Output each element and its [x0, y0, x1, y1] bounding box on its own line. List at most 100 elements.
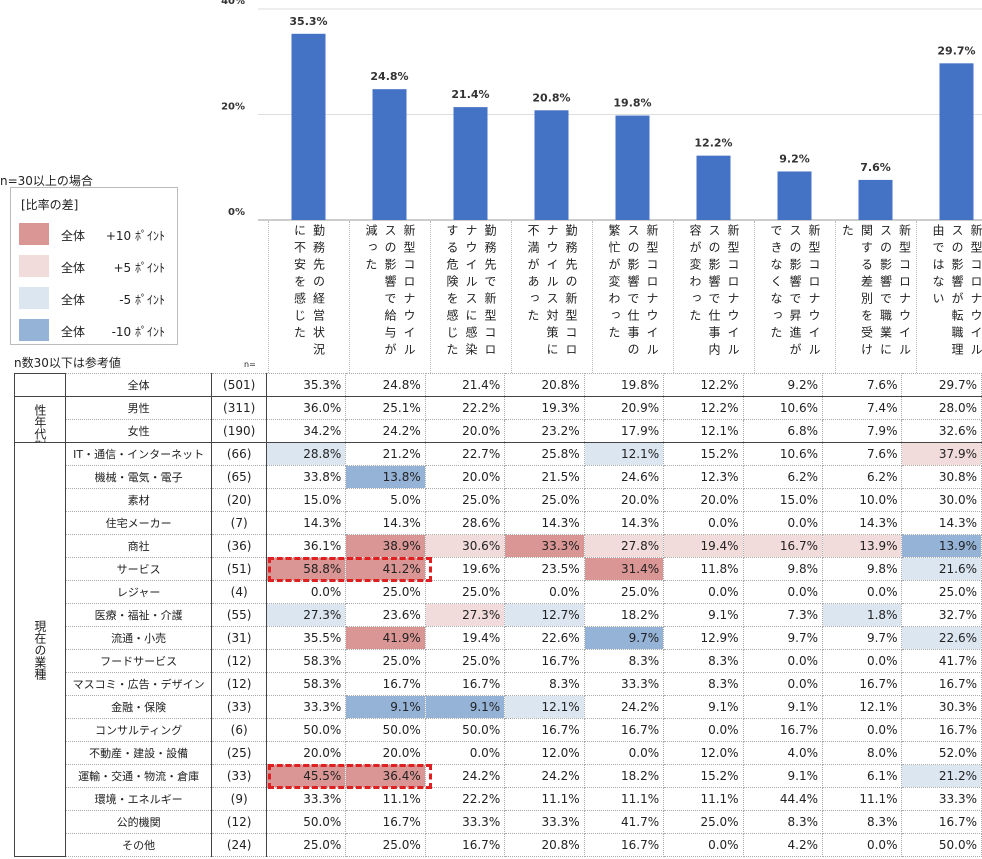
- table-cell: 33.3%: [265, 787, 347, 811]
- table-cell: 20.8%: [504, 833, 585, 857]
- table-cell: 11.1%: [504, 787, 585, 811]
- group-cell: 現在の業種: [14, 442, 66, 857]
- table-row: 性年代別 男性 (311) 36.0% 25.1% 22.2% 19.3% 20.9% 12.2…: [14, 396, 982, 443]
- row-n: (12): [211, 649, 267, 673]
- table-cell: 41.7%: [901, 649, 982, 673]
- table-cell: 20.0%: [265, 741, 347, 765]
- column-separator: [430, 221, 431, 373]
- table-cell: 24.2%: [504, 764, 585, 788]
- table-cell: 12.0%: [663, 741, 744, 765]
- table-cell: 9.1%: [742, 695, 824, 719]
- table-cell: 25.0%: [345, 580, 426, 604]
- bar: [615, 115, 650, 220]
- table-cell: 19.8%: [583, 373, 665, 397]
- table-cell: 50.0%: [901, 833, 982, 857]
- table-cell: 32.7%: [901, 603, 982, 627]
- row-n: (9): [211, 787, 267, 811]
- value-label: 35.3%: [289, 15, 327, 28]
- column-header-text: 新型コロナウイルスの影響で昇進ができなくなった: [769, 224, 821, 360]
- table-cell: 20.0%: [424, 419, 506, 443]
- column-header-text: 勤務先の経営状況に不安を感じた: [292, 224, 326, 360]
- legend-swatch: [19, 319, 49, 341]
- table-cell: 19.4%: [424, 626, 506, 650]
- table-cell: 0.0%: [265, 580, 347, 604]
- note: n数30以下は参考値: [14, 356, 121, 370]
- table-cell: 16.7%: [742, 534, 824, 558]
- table-cell: 35.5%: [265, 626, 347, 650]
- bar: [777, 171, 812, 220]
- table-row: 公的機関 (12) 50.0% 16.7% 33.3% 33.3% 41.7% 25.0% 8.…: [15, 810, 982, 834]
- table-cell: 0.0%: [583, 741, 665, 765]
- table-cell: 25.0%: [901, 580, 982, 604]
- table-cell: 15.2%: [663, 764, 744, 788]
- table-cell: 12.1%: [822, 695, 903, 719]
- table-cell: 50.0%: [424, 718, 506, 742]
- table-cell: 21.5%: [504, 465, 585, 489]
- table-cell: 8.3%: [742, 810, 824, 834]
- table-cell: 7.3%: [742, 603, 824, 627]
- legend-heading: [比率の差]: [21, 198, 79, 212]
- table-cell: 10.6%: [742, 396, 824, 420]
- table-cell: 20.0%: [345, 741, 426, 765]
- table-cell: 13.8%: [345, 465, 426, 489]
- row-label: 公的機関: [64, 810, 213, 834]
- row-label: 男性: [64, 396, 213, 420]
- table-cell: 15.0%: [265, 488, 347, 512]
- table-cell: 9.7%: [583, 626, 665, 650]
- table-cell: 32.6%: [901, 419, 982, 443]
- value-label: 20.8%: [532, 91, 570, 104]
- table-cell: 12.1%: [583, 442, 665, 466]
- table-cell: 41.2%: [345, 557, 426, 581]
- row-n: (7): [211, 511, 267, 535]
- table-cell: 52.0%: [901, 741, 982, 765]
- row-label: 不動産・建設・設備: [64, 741, 213, 765]
- column-header: 新型コロナウイルスの影響で仕事内容が変わった: [673, 224, 754, 368]
- table-row: 全体 (501) 35.3% 24.8% 21.4% 20.8% 19.8% 12.2% 9.2…: [14, 373, 982, 397]
- column-separator: [835, 221, 836, 373]
- table-cell: 16.7%: [742, 718, 824, 742]
- legend-item: 全体 -10 ﾎﾟｲﾝﾄ: [19, 319, 169, 341]
- table-cell: 50.0%: [265, 810, 347, 834]
- table-cell: 8.3%: [822, 810, 903, 834]
- row-label: その他: [64, 833, 213, 857]
- legend-label: -5 ﾎﾟｲﾝﾄ: [119, 293, 165, 307]
- table-cell: 8.3%: [583, 649, 665, 673]
- row-n: (33): [211, 695, 267, 719]
- table-cell: 6.2%: [822, 465, 903, 489]
- y-tick-label: 40%: [221, 0, 245, 7]
- row-n: (66): [211, 442, 267, 466]
- table-cell: 9.1%: [742, 764, 824, 788]
- table-row: 環境・エネルギー (9) 33.3% 11.1% 22.2% 11.1% 11.1% 11.1…: [15, 787, 982, 811]
- legend-swatch: [19, 255, 49, 277]
- table-cell: 13.9%: [822, 534, 903, 558]
- table-cell: 50.0%: [265, 718, 347, 742]
- table-cell: 15.0%: [742, 488, 824, 512]
- table-cell: 12.1%: [504, 695, 585, 719]
- table-cell: 33.3%: [504, 534, 585, 558]
- chart: 0% 20% 40% 35.3% 24.8% 21.4% 20.8% 19.8% 12.2% 9.…: [221, 0, 982, 221]
- row-label: 商社: [64, 534, 213, 558]
- legend-group: 全体: [61, 293, 86, 307]
- table-cell: 4.2%: [742, 833, 824, 857]
- table-row: 金融・保険 (33) 33.3% 9.1% 9.1% 12.1% 24.2% 9.1% 9.1%…: [15, 695, 982, 719]
- column-separator: [511, 221, 512, 373]
- table-cell: 16.7%: [901, 718, 982, 742]
- column-header-text: 新型コロナウイルスの影響で職業に関する差別を受けた: [840, 224, 912, 360]
- row-label: レジャー: [64, 580, 213, 604]
- table-cell: 8.3%: [663, 649, 744, 673]
- table-cell: 16.7%: [424, 833, 506, 857]
- group-cell: 性年代別: [14, 396, 66, 443]
- table-cell: 18.2%: [583, 603, 665, 627]
- legend-title: n=30以上の場合: [0, 174, 93, 188]
- column-separator: [916, 221, 917, 373]
- row-n: (51): [211, 557, 267, 581]
- column-separator: [673, 221, 674, 373]
- table-cell: 23.2%: [504, 419, 585, 443]
- value-label: 9.2%: [779, 152, 810, 165]
- table-row: 現在の業種 IT・通信・インターネット (66) 28.8% 21.2% 22.7% 25.…: [14, 442, 982, 857]
- row-label: 流通・小売: [64, 626, 213, 650]
- table-cell: 22.6%: [504, 626, 585, 650]
- row-n: (4): [211, 580, 267, 604]
- table-cell: 21.6%: [901, 557, 982, 581]
